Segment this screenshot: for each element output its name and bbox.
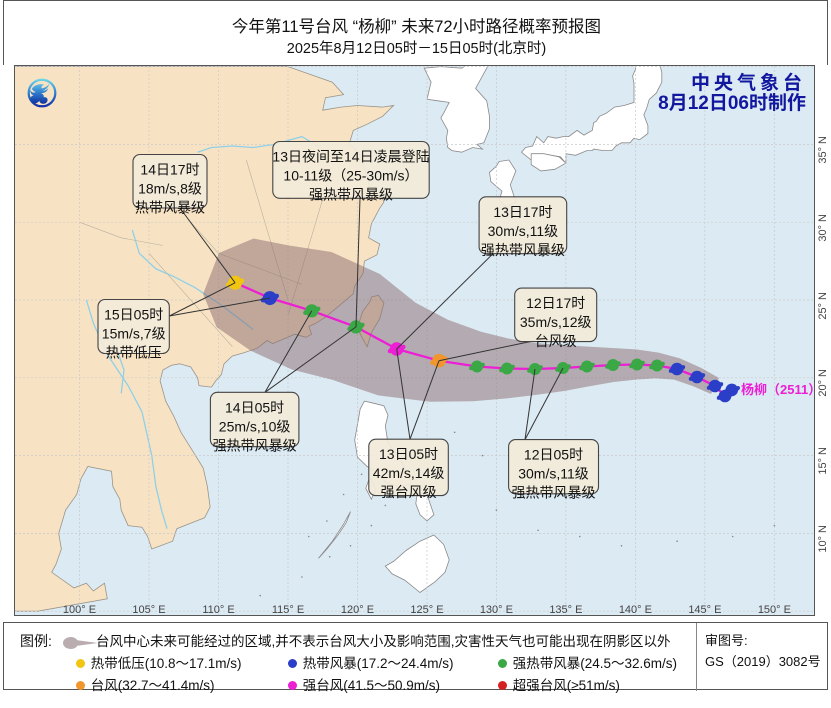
svg-text:13日05时: 13日05时 xyxy=(379,446,438,462)
svg-text:110° E: 110° E xyxy=(202,604,234,616)
svg-text:30m/s,11级: 30m/s,11级 xyxy=(488,223,559,239)
svg-text:中央气象台: 中央气象台 xyxy=(691,71,806,94)
svg-text:12日17时: 12日17时 xyxy=(526,295,585,311)
svg-text:强台风级: 强台风级 xyxy=(381,484,437,500)
svg-text:12日05时: 12日05时 xyxy=(524,447,583,463)
svg-text:热带低压: 热带低压 xyxy=(106,345,162,361)
svg-text:强热带风暴级: 强热带风暴级 xyxy=(213,437,297,453)
svg-text:125° E: 125° E xyxy=(410,604,443,616)
svg-text:强热带风暴级: 强热带风暴级 xyxy=(512,485,596,501)
svg-text:8月12日06时制作: 8月12日06时制作 xyxy=(658,92,806,114)
svg-text:强热带风暴级: 强热带风暴级 xyxy=(481,242,565,258)
svg-text:30m/s,11级: 30m/s,11级 xyxy=(518,466,589,482)
svg-text:14日05时: 14日05时 xyxy=(225,399,284,415)
svg-text:42m/s,14级: 42m/s,14级 xyxy=(373,465,445,481)
svg-text:13日夜间至14日凌晨登陆: 13日夜间至14日凌晨登陆 xyxy=(272,149,429,165)
svg-text:18m/s,8级: 18m/s,8级 xyxy=(138,181,202,197)
svg-text:10-11级（25-30m/s）: 10-11级（25-30m/s） xyxy=(283,168,418,184)
svg-text:14日17时: 14日17时 xyxy=(140,162,199,178)
svg-text:13日17时: 13日17时 xyxy=(493,204,552,220)
svg-text:105° E: 105° E xyxy=(132,604,165,616)
svg-text:35m/s,12级: 35m/s,12级 xyxy=(520,314,592,330)
svg-text:台风级: 台风级 xyxy=(535,333,577,349)
svg-text:15日05时: 15日05时 xyxy=(104,307,163,323)
svg-text:135° E: 135° E xyxy=(549,604,582,616)
svg-text:115° E: 115° E xyxy=(272,604,304,616)
svg-text:100° E: 100° E xyxy=(63,604,96,616)
svg-text:145° E: 145° E xyxy=(688,604,721,616)
svg-text:120° E: 120° E xyxy=(341,604,374,616)
svg-text:15m/s,7级: 15m/s,7级 xyxy=(102,326,166,342)
svg-text:140° E: 140° E xyxy=(619,604,652,616)
svg-text:130° E: 130° E xyxy=(480,604,513,616)
svg-text:杨柳（2511）: 杨柳（2511） xyxy=(741,382,815,397)
svg-text:150° E: 150° E xyxy=(758,604,791,616)
svg-text:强热带风暴级: 强热带风暴级 xyxy=(309,187,393,203)
svg-text:25m/s,10级: 25m/s,10级 xyxy=(219,418,291,434)
svg-text:热带风暴级: 热带风暴级 xyxy=(135,200,205,216)
